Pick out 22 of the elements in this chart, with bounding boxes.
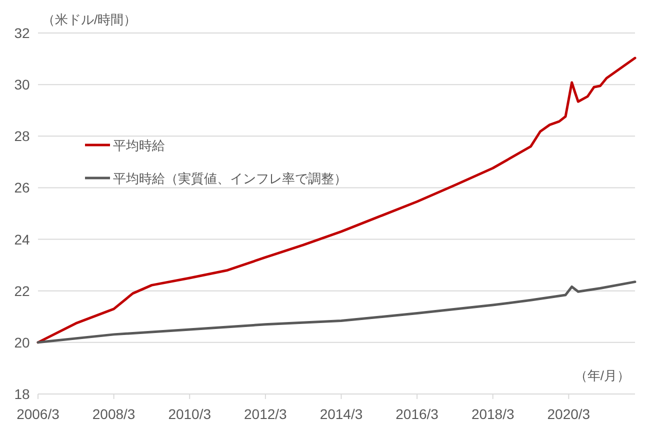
y-tick-label: 18 — [14, 386, 30, 402]
y-tick-label: 22 — [14, 282, 30, 299]
x-tick-label: 2012/3 — [244, 406, 288, 422]
x-tick-label: 2006/3 — [16, 406, 60, 422]
y-axis-title: （米ドル/時間） — [42, 12, 137, 27]
x-tick-label: 2016/3 — [396, 406, 439, 422]
x-tick-label: 2010/3 — [168, 406, 212, 422]
y-tick-label: 20 — [14, 334, 30, 350]
x-tick-label: 2008/3 — [92, 406, 136, 422]
x-axis-title: （年/月） — [574, 368, 630, 383]
x-tick-label: 2014/3 — [320, 406, 363, 422]
line-series — [36, 280, 636, 344]
legend-label: 平均時給（実質値、インフレ率で調整） — [113, 171, 347, 186]
line-series — [36, 56, 636, 344]
x-tick-label: 2020/3 — [547, 406, 590, 422]
x-tick-label: 2018/3 — [471, 406, 514, 422]
y-tick-label: 24 — [14, 231, 30, 248]
legend-label: 平均時給 — [113, 138, 165, 153]
y-tick-label: 28 — [14, 128, 30, 144]
y-tick-label: 30 — [14, 76, 30, 93]
y-tick-label: 32 — [14, 25, 30, 41]
y-tick-label: 26 — [14, 180, 30, 196]
